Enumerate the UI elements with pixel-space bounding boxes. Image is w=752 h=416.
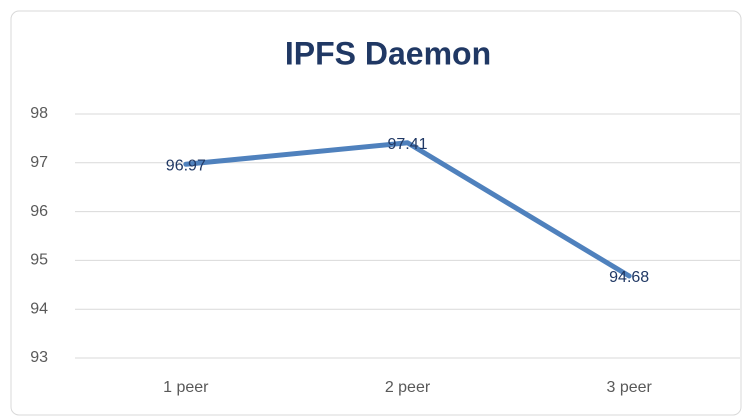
y-tick-label: 98 [30,105,48,122]
x-tick-label: 3 peer [606,379,652,396]
x-tick-label: 2 peer [385,379,431,396]
data-label: 96.97 [166,157,206,174]
y-tick-label: 94 [30,300,48,317]
y-tick-label: 96 [30,203,48,220]
chart-border [10,10,742,416]
data-label: 97.41 [387,136,427,153]
chart-title: IPFS Daemon [285,35,491,71]
x-tick-label: 1 peer [163,379,209,396]
data-line [183,140,632,279]
y-tick-label: 95 [30,252,48,269]
y-tick-label: 93 [30,349,48,366]
y-tick-label: 97 [30,154,48,171]
data-label: 94.68 [609,269,649,286]
